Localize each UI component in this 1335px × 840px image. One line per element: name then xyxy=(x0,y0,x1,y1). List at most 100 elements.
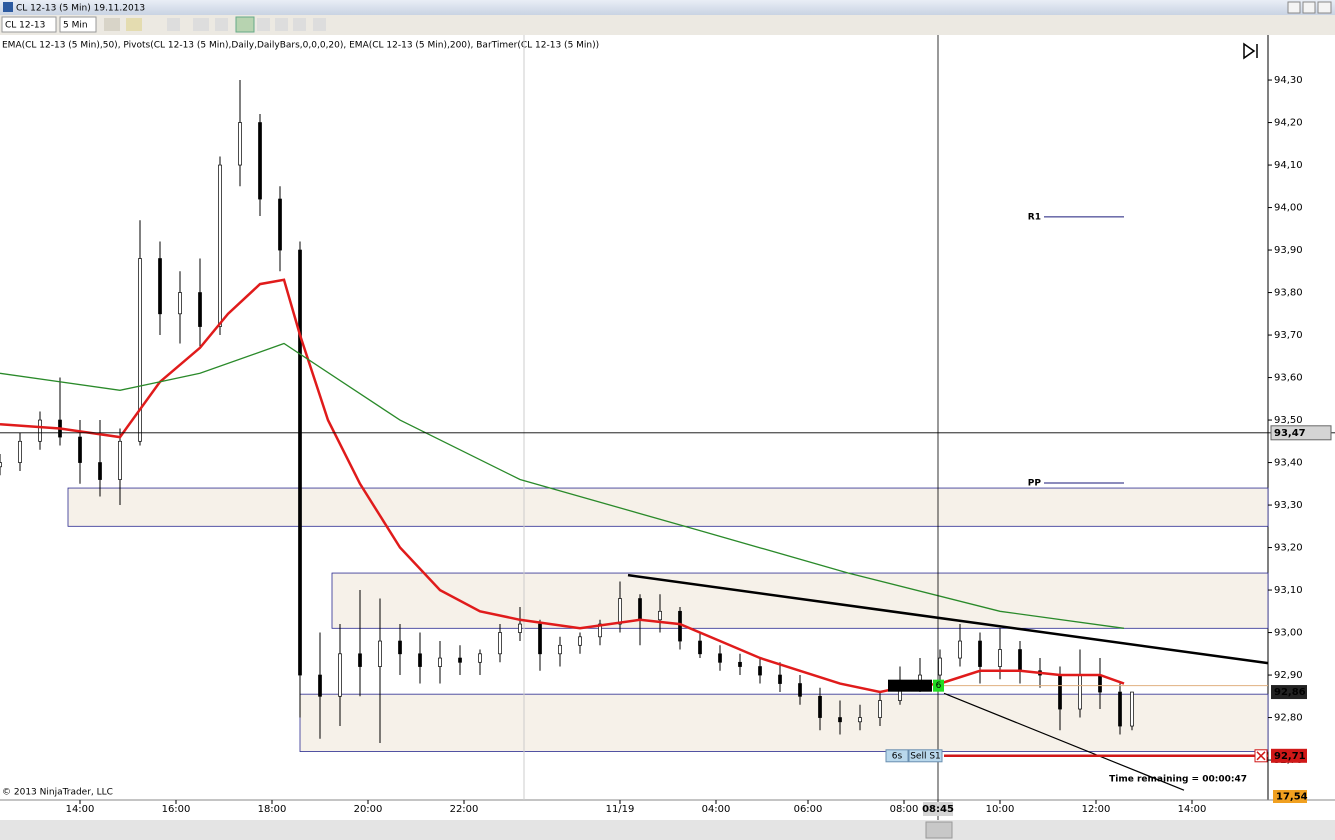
properties-button[interactable] xyxy=(293,18,306,31)
maximize-button[interactable] xyxy=(1302,1,1316,14)
candle-body xyxy=(278,198,282,251)
y-tick-label: 94,10 xyxy=(1274,160,1303,171)
bar-type-button[interactable] xyxy=(104,18,120,31)
candle-body xyxy=(438,657,442,667)
y-tick-label: 92,80 xyxy=(1274,713,1303,724)
y-tick-label: 93,70 xyxy=(1274,330,1303,341)
window-button[interactable] xyxy=(313,18,326,31)
y-tick-label: 94,00 xyxy=(1274,203,1303,214)
y-tick-label: 93,60 xyxy=(1274,373,1303,384)
time-remaining: Time remaining = 00:00:47 xyxy=(1109,775,1247,785)
candle-body xyxy=(738,661,742,667)
indicator-label: EMA(CL 12-13 (5 Min),50), Pivots(CL 12-1… xyxy=(2,41,599,51)
y-tick-label: 93,80 xyxy=(1274,288,1303,299)
order-name: Sell S1 xyxy=(910,751,941,761)
candle-body xyxy=(758,666,762,676)
pivot-zone xyxy=(299,693,1269,752)
draw-button[interactable] xyxy=(126,18,142,31)
ema-line xyxy=(0,278,1125,694)
candle-body xyxy=(318,674,322,697)
x-tick-label: 04:00 xyxy=(702,804,731,815)
crosshair-time-box xyxy=(923,802,953,816)
pnl-box xyxy=(888,679,932,692)
candle-body xyxy=(138,258,142,442)
window-controls[interactable] xyxy=(1287,1,1332,14)
close-button[interactable] xyxy=(1317,1,1332,14)
order-tag-box xyxy=(885,749,909,763)
y-tick-label: 93,40 xyxy=(1274,458,1303,469)
candle-body xyxy=(1058,674,1062,710)
copyright: © 2013 NinjaTrader, LLC xyxy=(2,788,113,798)
y-tick-label: 94,20 xyxy=(1274,118,1303,129)
candle-body xyxy=(958,640,962,659)
zoom-button[interactable] xyxy=(167,18,180,31)
crosshair-button[interactable] xyxy=(193,18,209,31)
candle-body xyxy=(998,649,1002,667)
quantity: 6 xyxy=(936,681,942,691)
candle-body xyxy=(418,653,422,667)
candle-body xyxy=(1098,674,1102,693)
x-tick-label: 11/19 xyxy=(606,804,635,815)
scroll-thumb[interactable] xyxy=(925,821,953,839)
candle-body xyxy=(558,644,562,655)
candle-body xyxy=(1078,674,1082,710)
scroll-to-end[interactable] xyxy=(1243,42,1258,60)
x-tick-label: 10:00 xyxy=(986,804,1015,815)
order-price: 92,71 xyxy=(1274,751,1306,762)
minimize-button[interactable] xyxy=(1287,1,1301,14)
y-tick-label: 92,90 xyxy=(1274,670,1303,681)
candle-body xyxy=(458,657,462,663)
order-tag: 6s xyxy=(892,751,903,761)
strategy-button[interactable] xyxy=(257,18,270,31)
order-name-box xyxy=(908,749,943,763)
instrument-selector[interactable] xyxy=(1,16,57,33)
candle-body xyxy=(0,462,2,468)
candle-body xyxy=(718,653,722,663)
scroll-end-icon[interactable] xyxy=(1243,42,1258,60)
instrument: CL 12-13 xyxy=(5,21,45,31)
order-button[interactable] xyxy=(235,16,255,33)
scrollbar[interactable] xyxy=(0,820,1335,840)
candle-body xyxy=(398,640,402,655)
candle-body xyxy=(198,292,202,327)
bar-timer-box xyxy=(1273,790,1307,803)
cancel-icon xyxy=(1256,751,1266,761)
x-tick-label: 14:00 xyxy=(66,804,95,815)
interval-selector[interactable] xyxy=(59,16,97,33)
candle-body xyxy=(358,653,362,667)
y-tick-label: 93,00 xyxy=(1274,628,1303,639)
candle-body xyxy=(538,623,542,655)
candle-body xyxy=(678,610,682,642)
x-tick-label: 22:00 xyxy=(450,804,479,815)
pivot-zone xyxy=(67,487,1269,527)
order-price-box xyxy=(1271,748,1307,763)
candle-body xyxy=(578,636,582,646)
toolbar-buttons[interactable] xyxy=(104,16,326,33)
candle-body xyxy=(838,717,842,723)
candle-body xyxy=(478,653,482,663)
x-tick-label: 06:00 xyxy=(794,804,823,815)
candle-body xyxy=(258,122,262,200)
x-tick-label: 14:00 xyxy=(1178,804,1207,815)
candle-body xyxy=(518,623,522,633)
app-icon xyxy=(3,2,13,12)
candle-body xyxy=(878,700,882,718)
last-price: 92,86 xyxy=(1274,687,1306,698)
data-box-button[interactable] xyxy=(215,18,228,31)
candle-body xyxy=(1130,691,1134,727)
candle-body xyxy=(618,598,622,625)
toolbar xyxy=(0,15,1335,35)
x-tick-label: 20:00 xyxy=(354,804,383,815)
candle-body xyxy=(218,164,222,327)
candle-body xyxy=(638,598,642,621)
last-price-box xyxy=(1271,685,1307,700)
y-tick-label: 93,20 xyxy=(1274,543,1303,554)
candle-body xyxy=(498,632,502,655)
x-tick-label: 16:00 xyxy=(162,804,191,815)
crosshair-price: 93,47 xyxy=(1274,428,1306,439)
pivot-label: R1 xyxy=(1028,212,1041,222)
candle-body xyxy=(798,683,802,697)
indicator-button[interactable] xyxy=(275,18,288,31)
candle-body xyxy=(118,440,122,480)
